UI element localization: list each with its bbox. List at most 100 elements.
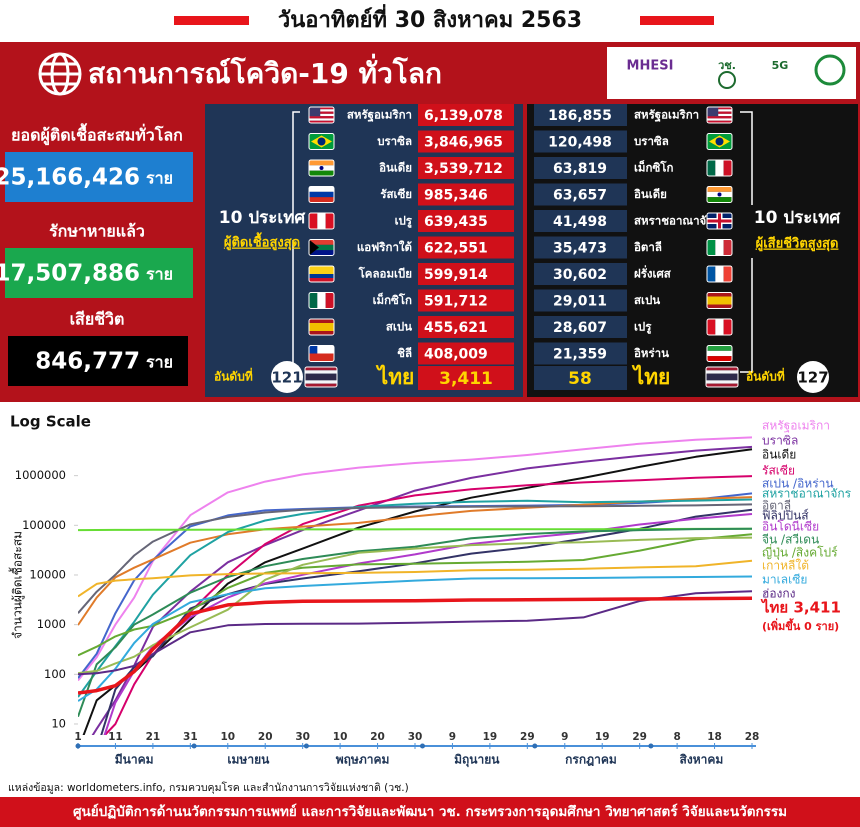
x-tick-label: 9 — [449, 731, 456, 743]
flag-part — [707, 219, 732, 223]
country-name: บราซิล — [377, 134, 412, 148]
flag-part — [707, 304, 732, 309]
source-note: แหล่งข้อมูล: worldometers.info, กรมควบคุ… — [8, 781, 409, 794]
flag-part — [317, 292, 326, 309]
country-name: สเปน — [634, 293, 660, 307]
flag — [706, 186, 733, 203]
flag — [706, 239, 733, 256]
series-line — [78, 559, 753, 598]
flag-border — [706, 106, 733, 124]
value-cell — [418, 104, 514, 126]
flag-part — [723, 160, 732, 176]
deaths-heading: 10 ประเทศ — [754, 208, 842, 228]
flag — [706, 292, 733, 309]
flag-part — [309, 250, 334, 256]
case-value: 408,009 — [424, 347, 488, 363]
logo-text: MHESI — [627, 59, 674, 74]
flag — [308, 318, 335, 336]
flag-part — [717, 192, 722, 197]
panel-title: สถานการณ์โควิด-19 ทั่วโลก — [88, 53, 442, 90]
value-cell — [418, 183, 514, 206]
flag-part — [309, 239, 319, 256]
line-label: รัสเซีย — [762, 464, 795, 478]
country-name: อินเดีย — [379, 161, 412, 175]
bracket — [740, 111, 753, 373]
flag-part — [309, 331, 334, 335]
x-tick-label: 30 — [408, 731, 423, 743]
thai-name: ไทย — [376, 364, 415, 389]
flag-part — [706, 380, 738, 384]
value-cell — [418, 342, 514, 365]
line-label: เกาหลีใต้ — [762, 559, 809, 573]
flag-part — [309, 353, 334, 362]
logo-text: 5G — [772, 59, 789, 72]
flag — [706, 212, 733, 230]
x-tick-label: 30 — [295, 731, 310, 743]
chart-title: Log Scale — [10, 413, 91, 431]
flag-part — [305, 380, 337, 384]
flag-part — [715, 266, 724, 282]
thai-name: ไทย — [632, 364, 671, 389]
flag-part — [309, 186, 334, 192]
stat-label: เสียชีวิต — [70, 310, 125, 329]
flag-border — [308, 345, 335, 362]
x-tick-label: 18 — [707, 731, 722, 743]
value-cell — [534, 366, 627, 390]
flag-part — [723, 239, 732, 256]
flag-part — [309, 120, 334, 123]
month-divider — [648, 743, 654, 749]
flag-part — [723, 266, 732, 282]
x-tick-label: 28 — [745, 731, 760, 743]
cases-subheading: ผู้ติดเชื้อสูงสุด — [224, 232, 300, 251]
country-name: เม็กซิโก — [634, 160, 673, 175]
country-name: สหรัฐอเมริกา — [347, 108, 412, 123]
country-name: สหราชอาณาจักร — [634, 214, 720, 228]
flag-part — [317, 213, 326, 229]
country-name: อินเดีย — [634, 187, 667, 201]
flag-part — [305, 377, 337, 381]
flag-border — [705, 366, 739, 388]
flag-part — [309, 118, 334, 121]
case-value: 3,539,712 — [424, 161, 503, 177]
case-value: 455,621 — [424, 320, 488, 336]
value-cell — [418, 366, 514, 390]
country-name: อิหร่าน — [634, 346, 669, 360]
value-cell — [418, 130, 514, 153]
death-value: 35,473 — [553, 241, 607, 257]
flag-part — [309, 239, 334, 245]
flag-part — [309, 323, 334, 327]
country-name: แอฟริกาใต้ — [357, 240, 412, 254]
stat-box — [8, 336, 188, 386]
stat-unit: ราย — [146, 169, 173, 188]
month-divider — [303, 743, 309, 749]
footer-bar — [0, 797, 860, 827]
x-tick-label: 1 — [74, 731, 81, 743]
month-label: สิงหาคม — [680, 753, 724, 767]
series-line — [78, 436, 753, 682]
thai-value: 58 — [568, 369, 592, 389]
value-cell — [534, 130, 627, 153]
y-tick-label: 10000 — [29, 567, 66, 581]
flag — [308, 106, 335, 124]
flag-part — [707, 319, 716, 335]
country-name: สเปน — [386, 320, 412, 334]
deaths-subheading: ผู้เสียชีวิตสูงสุด — [756, 236, 839, 252]
country-name: เปรู — [634, 320, 652, 335]
flag-part — [707, 111, 732, 114]
country-name: บราซิล — [634, 134, 669, 148]
flag-border — [706, 212, 733, 230]
flag-border — [706, 186, 733, 203]
flag-part — [309, 274, 334, 278]
flag-part — [707, 296, 732, 301]
value-cell — [534, 236, 627, 259]
flag-border — [308, 318, 335, 336]
flag-part — [319, 166, 324, 170]
case-value: 3,846,965 — [424, 135, 503, 151]
stat-unit: ราย — [146, 265, 173, 284]
stat-value: 17,507,886 — [0, 261, 140, 287]
x-tick-label: 31 — [183, 731, 198, 743]
flag-border — [706, 239, 733, 256]
flag-part — [309, 345, 318, 354]
flag-part — [715, 160, 724, 176]
